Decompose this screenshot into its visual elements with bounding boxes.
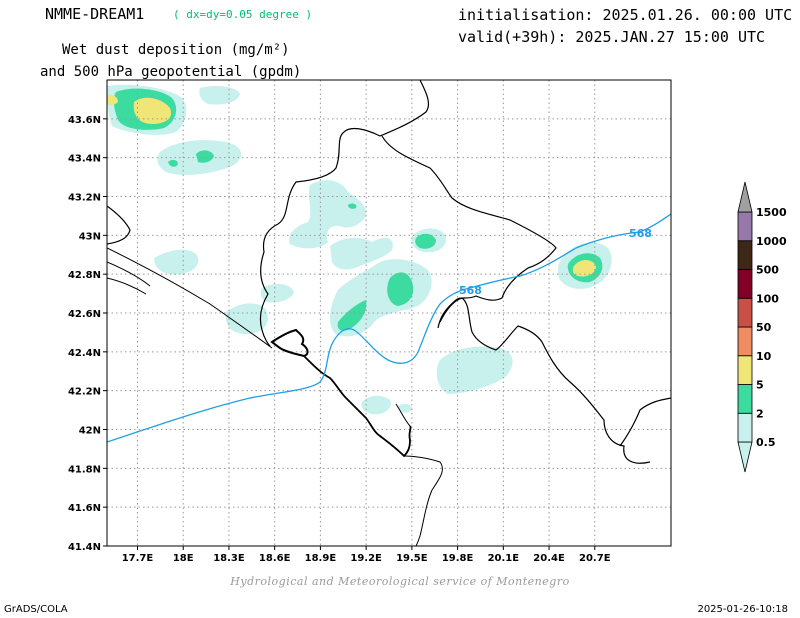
dust-area-south [361,395,391,415]
border-line-sw [107,205,131,245]
resolution-note: ( dx=dy=0.05 degree ) [173,8,313,21]
dust-shading [107,84,612,415]
geopotential-contour [107,213,671,443]
lon-tick-label: 20.1E [488,553,520,564]
coast-line-bay [270,328,309,358]
map-title-line1: Wet dust deposition (mg/m²) [62,42,290,58]
lat-tick-label: 42.4N [68,348,101,359]
dust-core-north [196,150,214,163]
dust-area-coast-2 [260,283,294,303]
lon-tick-label: 20.7E [579,553,611,564]
map-title-line2: and 500 hPa geopotential (gpdm) [40,64,302,80]
model-name: NMME-DREAM1 [45,5,145,23]
dust-area-central [330,237,393,270]
lon-tick-label: 19.2E [350,553,382,564]
valid-time: valid(+39h): 2025.JAN.27 15:00 UTC [458,28,766,46]
border-line-lake [395,403,411,427]
border-line-north [259,80,430,347]
map-axes: 17.7E 18E 18.3E 18.6E 18.9E 19.2E 19.5E 19.8E 20… [68,115,611,564]
dust-core-dot [348,203,357,209]
lat-tick-label: 41.8N [68,464,101,475]
coast-line-albania [403,455,443,546]
footer-timestamp: 2025-01-26-10:18 [697,604,788,615]
dust-core-coast [337,300,367,331]
border-line-macedonia [619,397,671,447]
lat-tick-label: 42N [79,426,101,437]
lon-tick-label: 19.8E [442,553,474,564]
coast-line-west-3 [107,277,147,295]
dust-area-nw-2 [199,86,240,105]
lon-tick-label: 18.3E [213,553,245,564]
lat-tick-label: 41.4N [68,542,101,553]
lat-tick-label: 42.2N [68,387,101,398]
dust-core-east [415,233,436,249]
lon-tick-label: 18E [173,553,194,564]
legend-swatch [737,412,753,443]
legend-swatch [737,211,753,242]
legend-level-label: 1000 [756,235,787,248]
legend-level-label: 100 [756,292,779,305]
lat-tick-label: 43.4N [68,154,101,165]
coast-line-west [107,247,273,349]
boundaries [107,80,671,546]
dust-core-small [168,159,178,167]
legend-arrow-low [737,441,753,473]
legend-level-label: 50 [756,321,772,334]
lat-tick-label: 41.6N [68,503,101,514]
coast-line-montenegro [303,355,412,458]
coast-line-west-2 [107,261,151,287]
legend-level-label: 0.5 [756,436,776,449]
dust-area-central-north [289,180,367,249]
colorbar-legend: 0.5 2 5 10 50 100 500 1000 1500 [737,181,787,473]
credit-text: Hydrological and Meteorological service … [230,575,570,588]
lon-tick-label: 18.6E [259,553,291,564]
lat-tick-label: 43.6N [68,115,101,126]
contour-568-line [107,213,671,443]
legend-swatch [737,355,753,385]
footer-software: GrADS/COLA [4,604,68,615]
dust-core-center [387,272,414,306]
dust-peak-nw-2 [107,95,118,105]
lat-tick-label: 42.6N [68,309,101,320]
dust-area-coast [225,303,268,334]
dust-peak-nw [133,97,172,124]
border-line-albania [439,297,651,464]
dust-peak-far-east [572,260,596,277]
lat-tick-label: 43.2N [68,193,101,204]
legend-swatch [737,240,753,270]
legend-level-label: 5 [756,379,764,392]
legend-level-label: 500 [756,264,779,277]
lon-tick-label: 17.7E [122,553,154,564]
contour-label-east: 568 [629,227,652,240]
lat-tick-label: 42.8N [68,270,101,281]
contour-label-center: 568 [459,284,482,297]
dust-area-se [436,346,513,394]
legend-swatch [737,326,753,357]
legend-level-label: 1500 [756,206,787,219]
legend-level-label: 10 [756,350,772,363]
lon-tick-label: 20.4E [533,553,565,564]
init-time: initialisation: 2025.01.26. 00:00 UTC [458,6,793,24]
border-line-east [381,135,557,329]
legend-level-label: 2 [756,407,764,420]
legend-swatch [737,384,753,414]
dust-area-south-2 [398,403,412,413]
legend-swatch [737,297,753,328]
legend-arrow-high [737,181,753,213]
lat-tick-label: 43N [79,231,101,242]
dust-area-west [154,249,199,275]
lon-tick-label: 19.5E [396,553,428,564]
legend-swatch [737,269,753,299]
lon-tick-label: 18.9E [305,553,337,564]
map-grid [107,80,671,547]
